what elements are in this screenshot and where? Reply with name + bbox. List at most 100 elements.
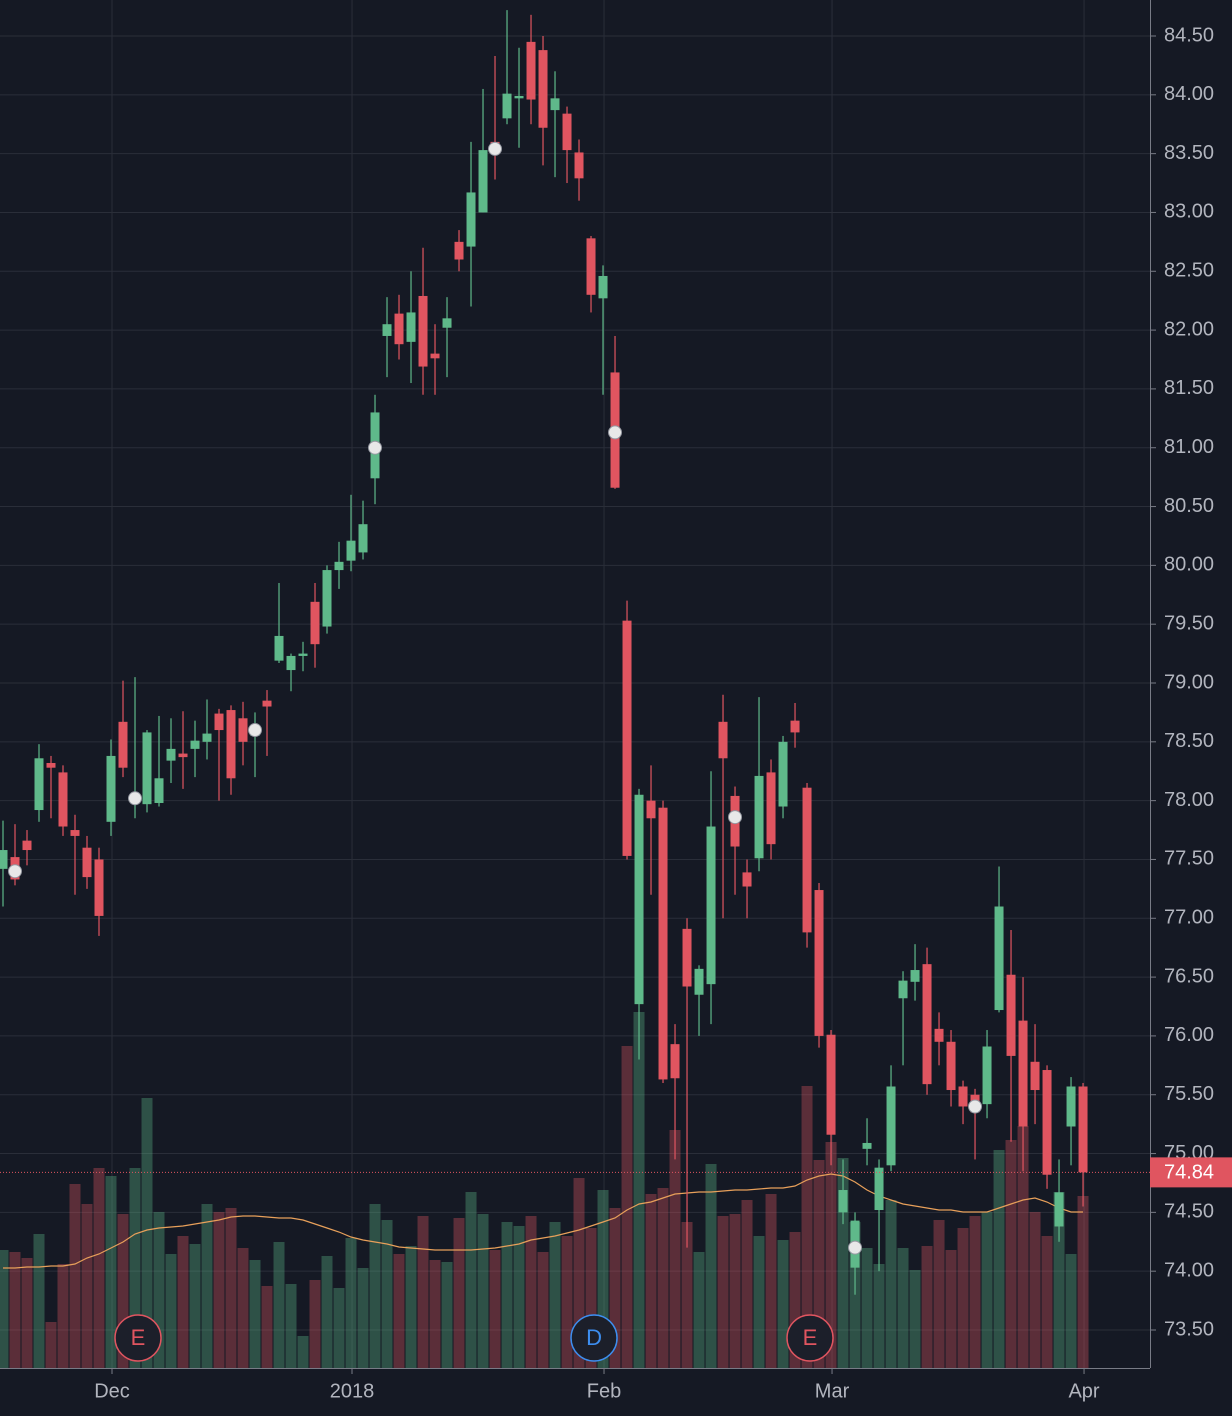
last-price-box [1150,1157,1232,1188]
y-tick-label: 77.00 [1164,907,1214,929]
volume-bar [981,1212,993,1368]
candle-body [910,970,920,982]
volume-bar [309,1280,321,1368]
volume-bar [261,1286,273,1368]
axes: 73.5074.0074.5075.0075.5076.0076.5077.00… [94,24,1232,1402]
candle-body [550,98,560,111]
volume-bar [393,1254,405,1368]
candle-body [514,95,524,99]
volume-bar [1029,1212,1041,1368]
volume-bar [777,1240,789,1368]
volume-bar [489,1250,501,1368]
candle-body [790,720,800,733]
volume-bar [573,1178,585,1368]
y-tick-label: 83.50 [1164,142,1214,164]
volume-bar [537,1252,549,1368]
candle-body [214,713,224,731]
volume-bar [585,1228,597,1368]
y-tick-label: 75.50 [1164,1083,1214,1105]
volume-bar [0,1250,9,1368]
candle-body [46,762,56,768]
volume-bar [81,1204,93,1368]
grid [0,0,1150,1368]
volume-bar [801,1086,813,1368]
volume-bar [693,1252,705,1368]
candle-body [202,733,212,742]
candle-body [274,635,284,661]
event-label: D [586,1325,602,1350]
candle-body [1054,1192,1064,1227]
volume-bar [357,1268,369,1368]
y-tick-label: 80.50 [1164,495,1214,517]
volume-bar [441,1262,453,1368]
y-tick-label: 74.50 [1164,1201,1214,1223]
candle-body [622,620,632,856]
candle-body [322,570,332,627]
candle-body [670,1044,680,1079]
x-tick-label: Dec [94,1380,130,1402]
candle-body [226,710,236,779]
candle-body [562,113,572,151]
volume-bar [741,1200,753,1368]
candle-body [922,964,932,1085]
volume-bar [549,1222,561,1368]
candle-body [358,524,368,553]
candle-body [538,50,548,128]
volume-bar [285,1284,297,1368]
candle-body [406,312,416,342]
candle-body [982,1046,992,1105]
candle-body [310,601,320,645]
event-label: E [803,1325,818,1350]
candle-body [646,800,656,819]
marker-dot [368,440,383,455]
volume-pane [0,1012,1089,1368]
candle-body [190,740,200,749]
candle-body [106,755,116,822]
candle-body [634,794,644,1005]
y-tick-label: 83.00 [1164,201,1214,223]
y-tick-label: 79.50 [1164,612,1214,634]
candle-body [58,772,68,827]
candle-body [574,152,584,179]
marker-dot [8,864,23,879]
candle-body [118,721,128,768]
candle-body [946,1041,956,1091]
volume-bar [561,1236,573,1368]
volume-bar [873,1264,885,1368]
volume-bar [213,1212,225,1368]
event-label: E [131,1325,146,1350]
volume-bar [333,1288,345,1368]
x-tick-label: 2018 [330,1380,375,1402]
volume-bar [129,1168,141,1368]
candle-body [886,1086,896,1166]
volume-bar [69,1184,81,1368]
candle-body [394,313,404,345]
volume-bar [597,1190,609,1368]
volume-bar [885,1200,897,1368]
volume-bar [717,1216,729,1368]
volume-bar [633,1012,645,1368]
volume-bar [369,1204,381,1368]
marker-dot [488,141,503,156]
y-tick-label: 79.00 [1164,671,1214,693]
candle-body [454,241,464,260]
candle-body [778,741,788,807]
candle-body [898,980,908,999]
candle-body [154,778,164,803]
candle-body [1030,1061,1040,1091]
y-tick-label: 81.00 [1164,436,1214,458]
y-tick-label: 80.00 [1164,554,1214,576]
candle-body [958,1086,968,1107]
volume-bar [93,1168,105,1368]
volume-bar [969,1216,981,1368]
volume-bar [273,1242,285,1368]
candle-body [466,192,476,247]
candle-body [262,700,272,707]
y-tick-label: 78.50 [1164,730,1214,752]
candle-body [142,732,152,805]
y-tick-label: 81.50 [1164,377,1214,399]
volume-bar [165,1254,177,1368]
volume-bar [1077,1196,1089,1368]
x-tick-label: Mar [815,1380,850,1402]
